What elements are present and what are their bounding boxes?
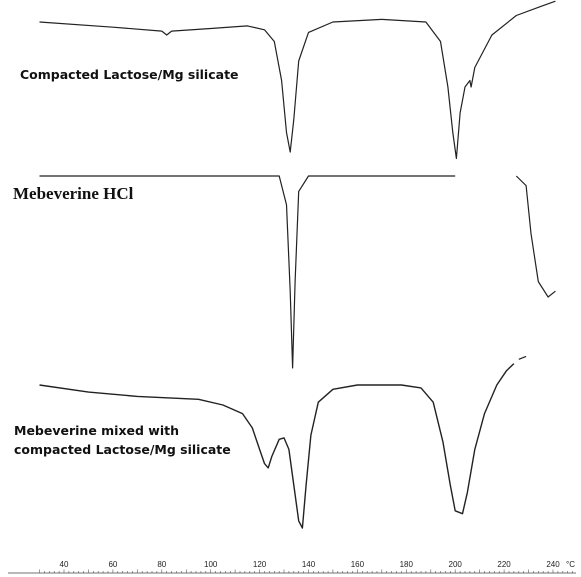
- x-tick-label-80: 80: [157, 560, 166, 569]
- x-tick-label-140: 140: [302, 560, 316, 569]
- series-label-mixture-line2: compacted Lactose/Mg silicate: [14, 442, 231, 457]
- x-tick-label-120: 120: [253, 560, 267, 569]
- x-axis-tick-labels: 40 60 80 100 120 140 160 180 200 220 240: [60, 560, 561, 569]
- curve-mebeverine-hcl-segment-1: [515, 175, 556, 298]
- curve-mixture: [39, 363, 515, 529]
- series-label-compacted-lactose: Compacted Lactose/Mg silicate: [20, 67, 239, 82]
- x-axis: 40 60 80 100 120 140 160 180 200 220 240 °C: [8, 560, 576, 574]
- x-tick-label-180: 180: [400, 560, 414, 569]
- series-label-mebeverine-hcl: Mebeverine HCl: [13, 184, 134, 203]
- series-label-mixture-line1: Mebeverine mixed with: [14, 423, 179, 438]
- x-tick-label-40: 40: [60, 560, 69, 569]
- curve-mebeverine-hcl: [39, 175, 456, 369]
- x-tick-label-200: 200: [449, 560, 463, 569]
- x-tick-label-220: 220: [497, 560, 511, 569]
- x-tick-label-160: 160: [351, 560, 365, 569]
- x-axis-minor-ticks: [39, 569, 573, 573]
- x-tick-label-240: 240: [546, 560, 560, 569]
- x-tick-label-60: 60: [108, 560, 117, 569]
- x-tick-label-100: 100: [204, 560, 218, 569]
- x-axis-unit-label: °C: [566, 560, 575, 569]
- series-labels: Compacted Lactose/Mg silicate Mebeverine…: [13, 67, 239, 457]
- curve-mixture-segment-1: [518, 355, 527, 360]
- curve-compacted-lactose: [39, 0, 556, 160]
- curves-group: [39, 0, 556, 529]
